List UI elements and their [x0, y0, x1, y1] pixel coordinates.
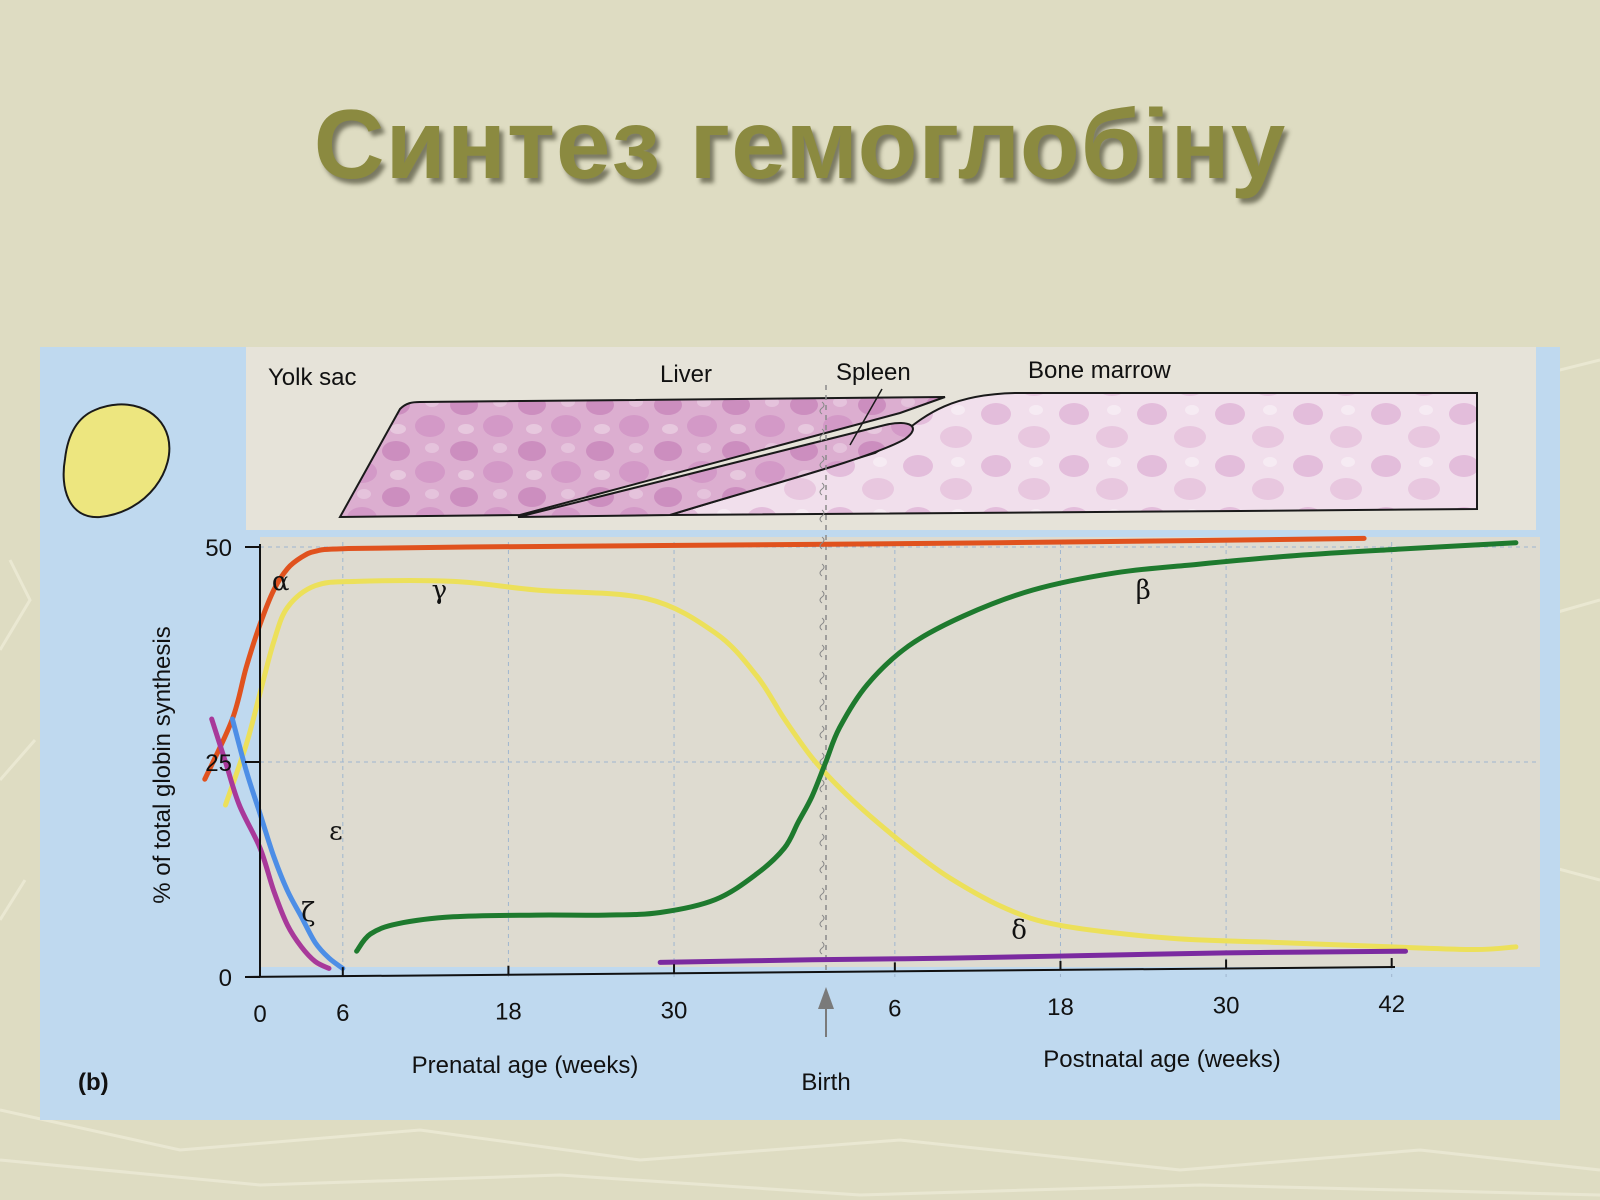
birth-gap-mark	[819, 860, 825, 874]
y-tick-25-label: 25	[205, 750, 232, 777]
birth-gap-mark	[819, 644, 825, 658]
chart-svg: Yolk sac Liver Spleen Bone marrow 0 6 18 30…	[62, 347, 1540, 1096]
plot-background	[260, 537, 1540, 967]
series-line-alpha	[202, 535, 1367, 782]
yolk-sac-shape	[62, 403, 171, 519]
birth-gap-mark	[819, 590, 825, 604]
series-label-layer: α γ β ε ζ δ	[272, 567, 1151, 945]
x-axis-label-postnatal: Postnatal age (weeks)	[1043, 1046, 1280, 1073]
birth-gap-mark	[819, 752, 825, 766]
x-tick-prenatal-6-label: 6	[336, 1000, 349, 1027]
birth-gap-mark	[819, 401, 825, 415]
organ-label-yolk-sac: Yolk sac	[268, 364, 357, 391]
x-tick-prenatal-30-label: 30	[661, 997, 688, 1024]
birth-gap-mark	[819, 806, 825, 820]
birth-gap-mark	[819, 617, 825, 631]
y-axis-label: % of total globin synthesis	[149, 626, 176, 904]
birth-arrow-head	[818, 987, 834, 1009]
spleen-pointer	[849, 388, 883, 446]
birth-gap-mark	[819, 833, 825, 847]
birth-label: Birth	[801, 1069, 850, 1096]
tick-layer: 0 6 18 30 6 18 30 42 0 25 50	[205, 401, 1405, 1028]
birth-gap-mark	[819, 941, 825, 955]
x-tick-postnatal-42-label: 42	[1378, 991, 1405, 1018]
series-label-beta: β	[1136, 576, 1151, 606]
x-axis-label-prenatal: Prenatal age (weeks)	[412, 1052, 639, 1079]
series-layer	[202, 535, 1519, 971]
x-tick-postnatal-18-label: 18	[1047, 994, 1074, 1021]
grid-layer	[260, 542, 1540, 977]
series-line-epsilon	[229, 716, 346, 971]
birth-gap-mark	[819, 779, 825, 793]
series-line-beta	[354, 540, 1519, 954]
birth-gap-mark	[819, 455, 825, 469]
y-tick-50-label: 50	[205, 535, 232, 562]
organ-label-bone-marrow: Bone marrow	[1028, 357, 1171, 384]
birth-gap-mark	[819, 509, 825, 523]
x-tick-postnatal-30-label: 30	[1213, 992, 1240, 1019]
organ-label-liver: Liver	[660, 361, 712, 388]
birth-gap-mark	[819, 914, 825, 928]
panel-label: (b)	[78, 1069, 109, 1096]
series-label-delta: δ	[1011, 915, 1027, 945]
birth-gap-mark	[819, 698, 825, 712]
series-line-delta	[657, 948, 1408, 965]
birth-gap-mark	[819, 887, 825, 901]
liver-shape	[338, 396, 946, 519]
slide-title: Синтез гемоглобіну	[313, 89, 1287, 199]
birth-gap-mark	[819, 536, 825, 550]
birth-gap-mark	[819, 671, 825, 685]
birth-gap-mark	[819, 482, 825, 496]
x-tick-prenatal-18-label: 18	[495, 999, 522, 1026]
x-tick-prenatal-0-label: 0	[253, 1001, 266, 1028]
birth-gap-mark	[819, 563, 825, 577]
series-label-gamma: γ	[432, 576, 448, 606]
spleen-shape	[517, 421, 914, 518]
series-label-epsilon: ε	[329, 816, 342, 846]
birth-gap-marks	[819, 401, 825, 955]
globin-synthesis-figure: Yolk sac Liver Spleen Bone marrow 0 6 18 30…	[40, 347, 1560, 1120]
organ-label-spleen: Spleen	[836, 359, 911, 386]
y-tick-0-label: 0	[219, 965, 232, 992]
birth-gap-mark	[819, 428, 825, 442]
x-axis-line	[244, 966, 1396, 978]
series-line-gamma	[223, 578, 1519, 953]
birth-gap-mark	[819, 725, 825, 739]
series-line-zeta	[209, 716, 332, 971]
series-label-alpha: α	[272, 567, 290, 597]
x-tick-postnatal-6-label: 6	[888, 995, 901, 1022]
organ-panel: Yolk sac Liver Spleen Bone marrow	[62, 347, 1536, 530]
series-label-zeta: ζ	[301, 898, 315, 928]
